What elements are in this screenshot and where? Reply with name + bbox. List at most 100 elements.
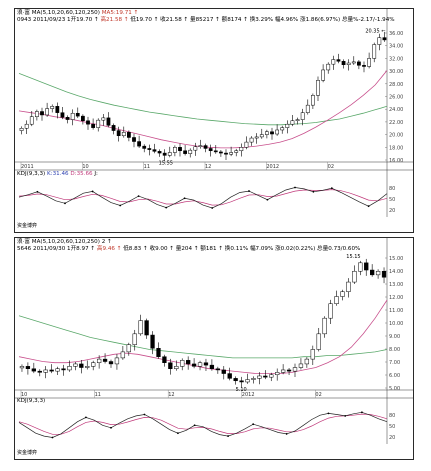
top-candle-body [300, 112, 305, 120]
top-header-quote: 0943 2011/09/23 1开19.70 ↑ 高21.58 ↑ 低19.7… [17, 17, 395, 24]
top-candle-body [244, 141, 249, 148]
top-candle-body [157, 151, 162, 154]
top-candle-body [280, 127, 285, 131]
bottom-ma-label: 浪·富 MA(5,10,20,60,120,250) 2 ↑ [17, 239, 112, 245]
bottom-quote-open: 5646 2011/09/30 1开8.97 ↑ [17, 246, 96, 252]
top-low-marker: 15.55 [159, 160, 173, 166]
bottom-candle-body [156, 348, 161, 357]
bottom-candle-body [221, 369, 226, 374]
top-candle-body [311, 95, 315, 106]
top-candle-body [29, 116, 34, 125]
bottom-footer-label: 资金博弈 [17, 450, 38, 456]
bottom-candle-body [79, 363, 84, 368]
top-candle-body [254, 136, 259, 139]
top-candle-body [372, 44, 377, 59]
bottom-kdj-turn-dot [177, 432, 179, 435]
top-candle-body [357, 61, 361, 66]
bottom-chart-panel: 15.00 14.00 13.00 12.00 11.00 10.00 9.00 8.00 7.… [14, 237, 414, 460]
top-ytick: 30.00 [389, 69, 403, 75]
top-ytick: 36.00 [389, 31, 403, 37]
bottom-kdj-name: KDJ(9,3,3) [17, 398, 46, 404]
bottom-candle-body [25, 366, 31, 369]
top-kdj-turn-dot [137, 195, 140, 198]
top-ytick: 24.00 [389, 107, 403, 113]
bottom-kdj-turn-dot [85, 416, 87, 419]
top-candle-body [321, 69, 325, 81]
bottom-ytick: 10.00 [389, 321, 403, 327]
top-footer-label: 资金博弈 [17, 223, 38, 229]
top-kdj-j: J: [94, 171, 98, 177]
top-candle-body [167, 152, 172, 156]
top-kdj-turn-dot [294, 186, 296, 189]
bottom-candle-body [67, 366, 72, 371]
top-kdj-label: KDJ(9,3,3) K:31.46 D:35.66 J: [17, 171, 98, 177]
top-kdj-turn-dot [330, 187, 333, 190]
top-kdj-turn-dot [211, 207, 214, 209]
top-kdj-turn-dot [312, 190, 315, 193]
bottom-candle-body [233, 378, 238, 382]
top-kdj-turn-dot [36, 190, 39, 193]
top-candle-body [290, 120, 295, 125]
top-candle-body [239, 147, 244, 152]
top-chart-panel: 36.00 34.00 32.00 30.00 28.00 26.00 24.00 22.00… [14, 8, 414, 233]
top-candle-body [132, 137, 136, 142]
top-candle-body [326, 63, 331, 71]
top-candle-body [137, 141, 141, 147]
bottom-candle-body [186, 360, 191, 365]
top-candle-body [45, 108, 49, 116]
bottom-kdj-turn-dot [193, 424, 196, 427]
top-candle-body [377, 37, 382, 45]
bottom-ytick: 15.00 [389, 256, 403, 262]
top-ytick: 28.00 [389, 82, 403, 88]
bottom-candle-body [310, 349, 315, 360]
bottom-low-marker: 5.10 [236, 387, 247, 393]
top-candle-body [86, 120, 90, 125]
bottom-ytick: 14.00 [389, 269, 403, 275]
bottom-ytick: 13.00 [389, 282, 403, 288]
top-candle-body [127, 132, 131, 138]
top-kdj-turn-dot [119, 204, 122, 207]
bottom-kdj-turn-dot [110, 426, 112, 429]
bottom-candle-body [227, 373, 232, 379]
bottom-kdj-turn-dot [361, 411, 363, 414]
bottom-candle-body [334, 296, 339, 304]
top-kdj-ytick: 20 [389, 208, 395, 214]
bottom-candle-body [168, 362, 173, 369]
bottom-candle-body [55, 368, 60, 372]
bottom-ma-long-line [18, 315, 388, 359]
top-candle-body [106, 117, 111, 126]
top-candle-body [178, 147, 182, 152]
top-ytick: 22.00 [389, 120, 403, 126]
top-candle-body [341, 61, 346, 65]
top-candle-body [234, 150, 239, 153]
bottom-candle-body [203, 362, 209, 366]
bottom-kdj-turn-dot [227, 435, 229, 437]
bottom-ytick: 11.00 [389, 308, 403, 314]
bottom-kdj-label: KDJ(9,3,3) [17, 398, 45, 404]
bottom-kdj-ytick: 20 [389, 435, 395, 441]
bottom-candle-body [126, 344, 131, 353]
bottom-kdj-ytick: 50 [389, 424, 395, 430]
top-kdj-turn-dot [91, 190, 94, 193]
bottom-ytick: 9.00 [389, 334, 400, 340]
bottom-candle-body [150, 334, 155, 349]
bottom-kdj-turn-dot [285, 433, 288, 435]
top-candle-body [208, 148, 213, 152]
top-kdj-k: K:31.46 [47, 171, 69, 177]
bottom-kdj-turn-dot [344, 415, 347, 417]
top-candle-body [331, 59, 336, 65]
top-xtick: 2011 [21, 164, 34, 170]
top-ma-label: 浪·富 MA(5,10,20,60,120,250) [17, 10, 100, 16]
top-candle-body [111, 125, 116, 131]
top-candle-body [382, 37, 387, 41]
bottom-ytick: 7.00 [389, 360, 400, 366]
bottom-candle-body [19, 366, 25, 369]
top-candle-body [162, 152, 167, 156]
top-kdj-d-line [18, 189, 388, 206]
bottom-ytick: 5.00 [389, 386, 400, 392]
bottom-candle-body [37, 370, 42, 373]
top-kdj-turn-dot [64, 202, 66, 205]
top-candle-body [193, 146, 198, 151]
bottom-candle-body [245, 379, 250, 383]
bottom-xtick: 2012 [242, 392, 255, 398]
